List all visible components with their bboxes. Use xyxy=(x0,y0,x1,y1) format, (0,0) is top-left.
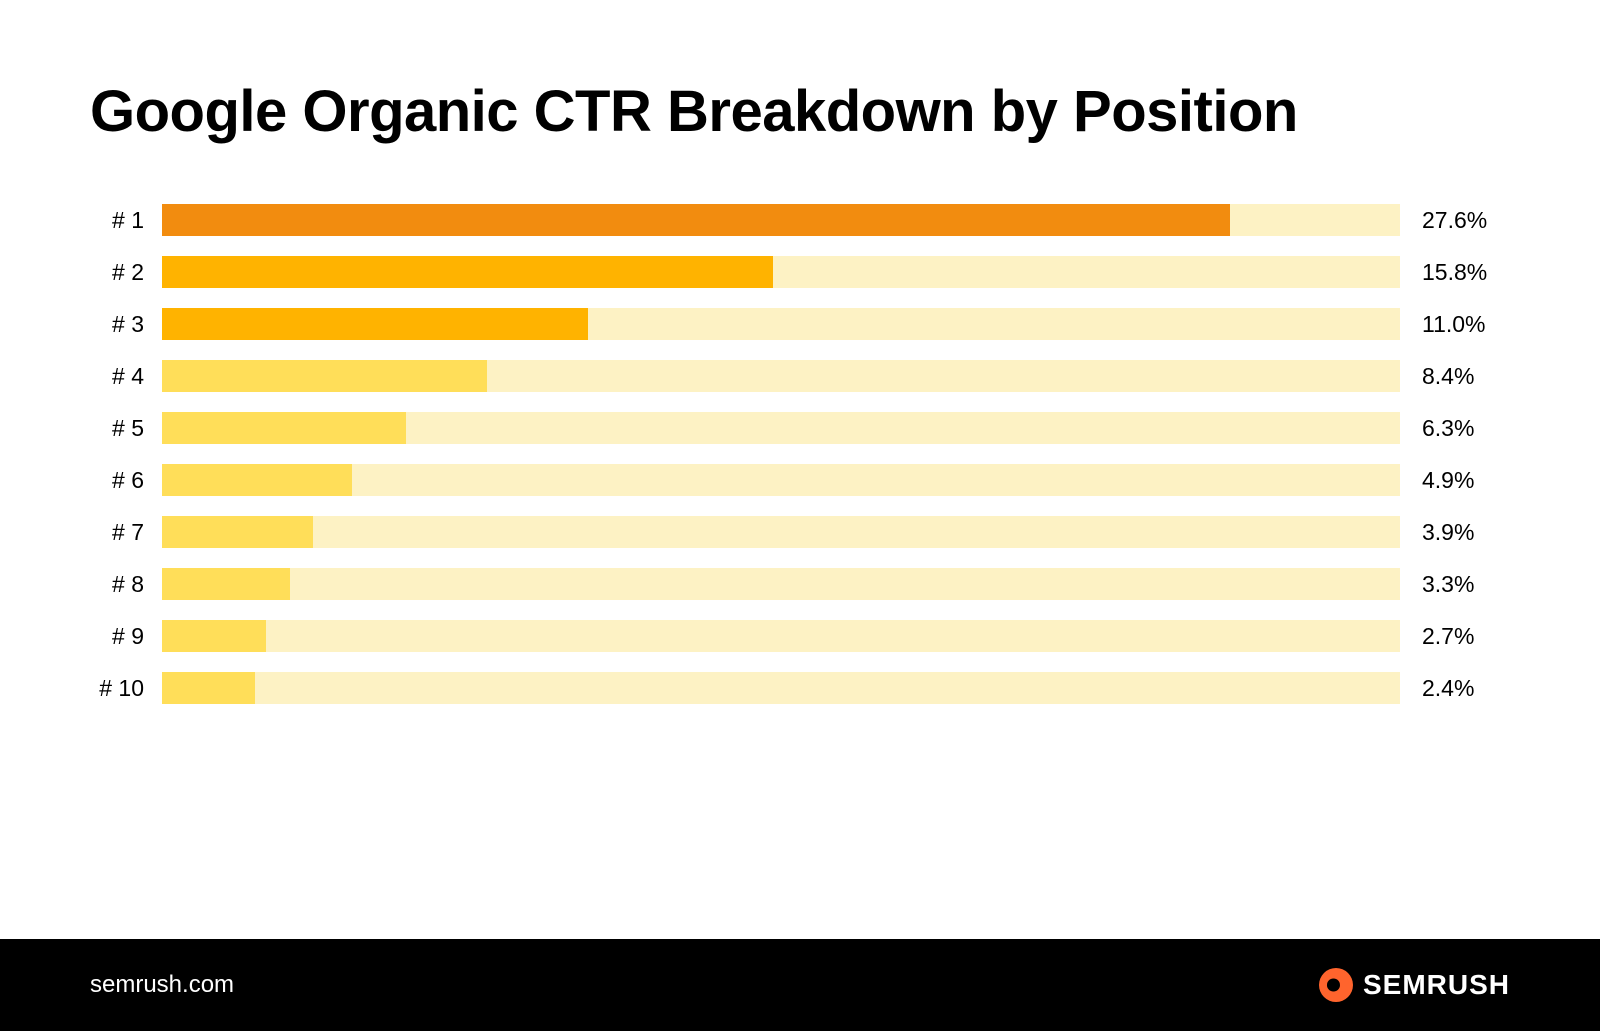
bar-value: 11.0% xyxy=(1400,311,1510,338)
bar-row: # 5 6.3% xyxy=(90,412,1510,444)
bar-value: 15.8% xyxy=(1400,259,1510,286)
footer-bar: semrush.com SEMRUSH xyxy=(0,939,1600,1031)
bar-label: # 3 xyxy=(90,311,162,338)
bar-track xyxy=(162,464,1400,496)
bar-label: # 7 xyxy=(90,519,162,546)
bar-label: # 9 xyxy=(90,623,162,650)
bar-track xyxy=(162,308,1400,340)
bar-fill xyxy=(162,256,773,288)
chart-panel: Google Organic CTR Breakdown by Position… xyxy=(0,0,1600,939)
bar-row: # 6 4.9% xyxy=(90,464,1510,496)
bar-label: # 2 xyxy=(90,259,162,286)
bar-value: 4.9% xyxy=(1400,467,1510,494)
bar-value: 8.4% xyxy=(1400,363,1510,390)
bar-label: # 5 xyxy=(90,415,162,442)
bar-row: # 8 3.3% xyxy=(90,568,1510,600)
bar-value: 2.4% xyxy=(1400,675,1510,702)
bar-value: 27.6% xyxy=(1400,207,1510,234)
bar-row: # 3 11.0% xyxy=(90,308,1510,340)
bar-fill xyxy=(162,464,352,496)
bar-track xyxy=(162,204,1400,236)
brand-logo: SEMRUSH xyxy=(1319,968,1510,1002)
bar-chart: # 127.6%# 215.8%# 311.0%# 48.4%# 56.3%# … xyxy=(90,204,1510,704)
bar-row: # 9 2.7% xyxy=(90,620,1510,652)
bar-track xyxy=(162,672,1400,704)
semrush-icon xyxy=(1319,968,1353,1002)
bar-fill xyxy=(162,516,313,548)
bar-row: # 1 27.6% xyxy=(90,204,1510,236)
bar-value: 3.9% xyxy=(1400,519,1510,546)
bar-fill xyxy=(162,672,255,704)
bar-label: # 8 xyxy=(90,571,162,598)
bar-row: # 7 3.9% xyxy=(90,516,1510,548)
bar-fill xyxy=(162,620,266,652)
bar-label: # 4 xyxy=(90,363,162,390)
bar-row: # 2 15.8% xyxy=(90,256,1510,288)
bar-fill xyxy=(162,412,406,444)
bar-label: # 1 xyxy=(90,207,162,234)
bar-value: 6.3% xyxy=(1400,415,1510,442)
bar-value: 3.3% xyxy=(1400,571,1510,598)
footer-url: semrush.com xyxy=(90,971,234,999)
bar-track xyxy=(162,516,1400,548)
bar-track xyxy=(162,256,1400,288)
chart-title: Google Organic CTR Breakdown by Position xyxy=(90,78,1510,146)
bar-track xyxy=(162,568,1400,600)
bar-track xyxy=(162,620,1400,652)
bar-row: # 10 2.4% xyxy=(90,672,1510,704)
bar-fill xyxy=(162,308,588,340)
bar-label: # 10 xyxy=(90,675,162,702)
bar-track xyxy=(162,360,1400,392)
bar-fill xyxy=(162,204,1230,236)
brand-text: SEMRUSH xyxy=(1363,969,1510,1001)
bar-fill xyxy=(162,360,487,392)
bar-row: # 4 8.4% xyxy=(90,360,1510,392)
bar-fill xyxy=(162,568,290,600)
bar-track xyxy=(162,412,1400,444)
bar-value: 2.7% xyxy=(1400,623,1510,650)
bar-label: # 6 xyxy=(90,467,162,494)
